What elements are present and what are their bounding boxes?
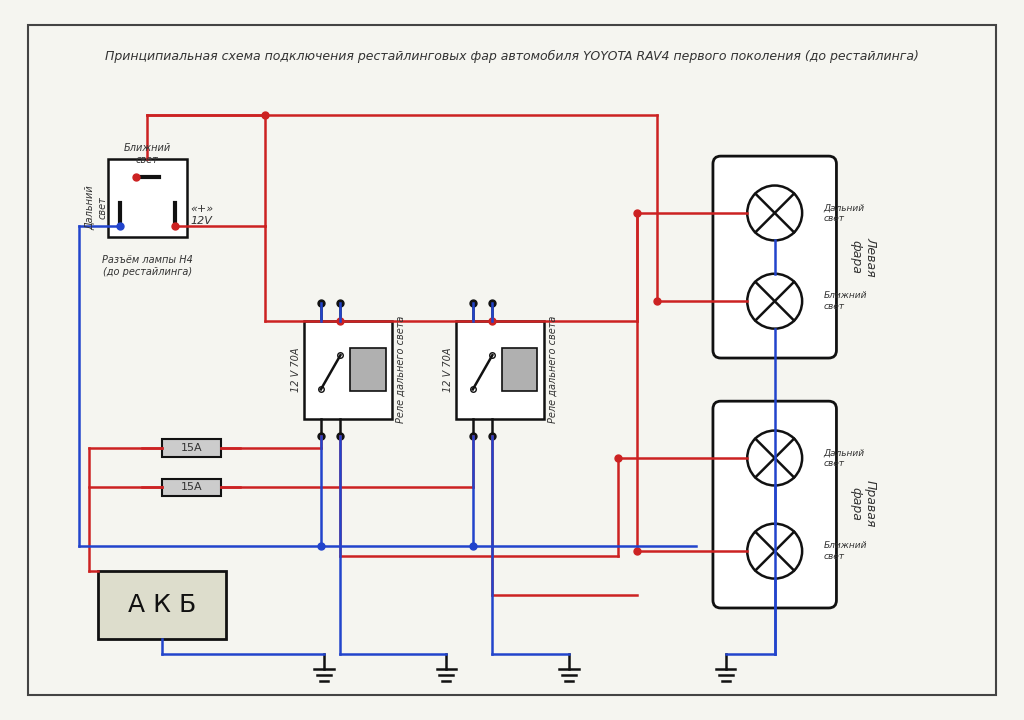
Text: 15A: 15A bbox=[180, 444, 203, 453]
Text: Левая
фара: Левая фара bbox=[849, 238, 877, 277]
Circle shape bbox=[748, 523, 802, 579]
FancyBboxPatch shape bbox=[713, 156, 837, 358]
Text: Ближний
свет: Ближний свет bbox=[124, 143, 171, 165]
Circle shape bbox=[748, 186, 802, 240]
FancyBboxPatch shape bbox=[713, 401, 837, 608]
Text: 15A: 15A bbox=[180, 482, 203, 492]
FancyBboxPatch shape bbox=[350, 348, 386, 392]
Text: Ближний
свет: Ближний свет bbox=[823, 292, 867, 311]
FancyBboxPatch shape bbox=[109, 159, 186, 238]
Text: Реле дальнего света: Реле дальнего света bbox=[395, 316, 406, 423]
Circle shape bbox=[748, 274, 802, 328]
FancyBboxPatch shape bbox=[304, 321, 392, 419]
FancyBboxPatch shape bbox=[456, 321, 545, 419]
Text: Правая
фара: Правая фара bbox=[849, 480, 877, 528]
Text: Дальний
свет: Дальний свет bbox=[86, 186, 108, 230]
Text: Разъём лампы H4
(до рестайлинга): Разъём лампы H4 (до рестайлинга) bbox=[102, 255, 193, 276]
FancyBboxPatch shape bbox=[162, 479, 221, 496]
FancyBboxPatch shape bbox=[502, 348, 538, 392]
Text: 12 V 70A: 12 V 70A bbox=[292, 348, 301, 392]
Text: Дальний
свет: Дальний свет bbox=[823, 449, 865, 468]
Text: А К Б: А К Б bbox=[128, 593, 197, 617]
Circle shape bbox=[748, 431, 802, 485]
FancyBboxPatch shape bbox=[98, 571, 225, 639]
FancyBboxPatch shape bbox=[162, 439, 221, 457]
Text: Реле дальнего света: Реле дальнего света bbox=[547, 316, 557, 423]
Text: Ближний
свет: Ближний свет bbox=[823, 541, 867, 561]
Text: 12 V 70A: 12 V 70A bbox=[443, 348, 454, 392]
Text: «+»
12V: «+» 12V bbox=[190, 204, 214, 226]
Text: Принципиальная схема подключения рестайлинговых фар автомобиля YOYOTA RAV4 перво: Принципиальная схема подключения рестайл… bbox=[105, 50, 919, 63]
Text: Дальний
свет: Дальний свет bbox=[823, 203, 865, 222]
